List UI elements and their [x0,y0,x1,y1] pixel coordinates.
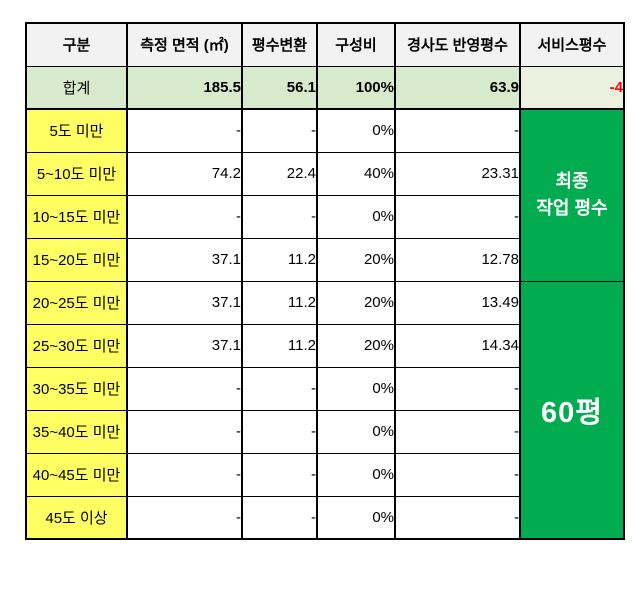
ratio-cell[interactable]: 0% [316,452,396,497]
header-row: 구분 측정 면적 (㎡) 평수변환 구성비 경사도 반영평수 서비스평수 [25,22,625,67]
slope-pyeong-cell[interactable]: - [394,452,521,497]
row-label-cell[interactable]: 10~15도 미만 [25,194,128,239]
ratio-cell[interactable]: 0% [316,366,396,411]
area-cell[interactable]: - [126,409,243,454]
area-cell[interactable]: 74.2 [126,151,243,196]
total-ratio-cell[interactable]: 100% [316,65,396,110]
area-cell[interactable]: - [126,194,243,239]
col-header-pyeong-conversion[interactable]: 평수변환 [241,22,318,67]
pyeong-cell[interactable]: - [241,452,318,497]
table-row: 5~10도 미만 74.2 22.4 40% 23.31 [25,151,624,196]
ratio-cell[interactable]: 0% [316,495,396,540]
final-work-pyeong-line1: 최종 [555,171,589,192]
ratio-cell[interactable]: 20% [316,237,396,282]
pyeong-cell[interactable]: - [241,194,318,239]
table-row: 25~30도 미만 37.1 11.2 20% 14.34 [25,323,624,368]
slope-pyeong-cell[interactable]: - [394,409,521,454]
final-work-pyeong-label-cell[interactable]: 최종 작업 평수 [519,108,625,282]
pyeong-cell[interactable]: - [241,366,318,411]
ratio-cell[interactable]: 20% [316,280,396,325]
col-header-slope-adjusted-pyeong[interactable]: 경사도 반영평수 [394,22,521,67]
area-cell[interactable]: 37.1 [126,280,243,325]
col-header-measured-area[interactable]: 측정 면적 (㎡) [126,22,243,67]
slope-pyeong-cell[interactable]: - [394,366,521,411]
table-row: 40~45도 미만 - - 0% - [25,452,624,497]
row-label-cell[interactable]: 20~25도 미만 [25,280,128,325]
total-area-cell[interactable]: 185.5 [126,65,243,110]
ratio-cell[interactable]: 0% [316,409,396,454]
slope-pyeong-cell[interactable]: 14.34 [394,323,521,368]
area-cell[interactable]: - [126,108,243,153]
pyeong-cell[interactable]: 11.2 [241,237,318,282]
slope-pyeong-cell[interactable]: 23.31 [394,151,521,196]
area-cell[interactable]: - [126,366,243,411]
pyeong-cell[interactable]: - [241,495,318,540]
slope-pyeong-cell[interactable]: - [394,194,521,239]
area-cell[interactable]: - [126,452,243,497]
total-pyeong-cell[interactable]: 56.1 [241,65,318,110]
slope-pyeong-cell[interactable]: - [394,108,521,153]
area-cell[interactable]: - [126,495,243,540]
row-label-cell[interactable]: 40~45도 미만 [25,452,128,497]
pyeong-cell[interactable]: - [241,108,318,153]
total-slope-pyeong-cell[interactable]: 63.9 [394,65,521,110]
row-label-cell[interactable]: 35~40도 미만 [25,409,128,454]
slope-pyeong-cell[interactable]: - [394,495,521,540]
ratio-cell[interactable]: 0% [316,108,396,153]
ratio-cell[interactable]: 40% [316,151,396,196]
slope-area-table: 구분 측정 면적 (㎡) 평수변환 구성비 경사도 반영평수 서비스평수 합계 … [25,22,625,540]
area-cell[interactable]: 37.1 [126,237,243,282]
col-header-composition-ratio[interactable]: 구성비 [316,22,396,67]
pyeong-cell[interactable]: - [241,409,318,454]
col-header-service-pyeong[interactable]: 서비스평수 [519,22,625,67]
slope-pyeong-cell[interactable]: 12.78 [394,237,521,282]
row-label-cell[interactable]: 15~20도 미만 [25,237,128,282]
final-pyeong-value-cell[interactable]: 60평 [519,280,625,540]
row-label-cell[interactable]: 5도 미만 [25,108,128,153]
col-header-category[interactable]: 구분 [25,22,128,67]
table-row: 5도 미만 - - 0% - 최종 작업 평수 [25,108,625,282]
table-row: 45도 이상 - - 0% - [25,495,624,540]
row-label-cell[interactable]: 30~35도 미만 [25,366,128,411]
total-row: 합계 185.5 56.1 100% 63.9 -4 [25,65,625,110]
total-label-cell[interactable]: 합계 [25,65,128,110]
area-cell[interactable]: 37.1 [126,323,243,368]
ratio-cell[interactable]: 0% [316,194,396,239]
table-row: 35~40도 미만 - - 0% - [25,409,624,454]
service-pyeong-total-cell[interactable]: -4 [519,65,625,110]
table-row: 20~25도 미만 37.1 11.2 20% 13.49 60평 [25,280,625,540]
pyeong-cell[interactable]: 11.2 [241,323,318,368]
slope-pyeong-cell[interactable]: 13.49 [394,280,521,325]
pyeong-cell[interactable]: 11.2 [241,280,318,325]
table-row: 15~20도 미만 37.1 11.2 20% 12.78 [25,237,624,282]
row-label-cell[interactable]: 45도 이상 [25,495,128,540]
final-work-pyeong-line2: 작업 평수 [536,198,608,219]
table-row: 10~15도 미만 - - 0% - [25,194,624,239]
ratio-cell[interactable]: 20% [316,323,396,368]
pyeong-cell[interactable]: 22.4 [241,151,318,196]
row-label-cell[interactable]: 25~30도 미만 [25,323,128,368]
row-label-cell[interactable]: 5~10도 미만 [25,151,128,196]
